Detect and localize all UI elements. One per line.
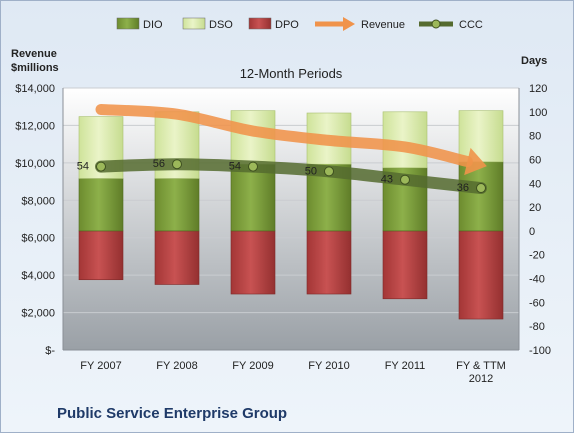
left-tick-label: $14,000	[15, 83, 55, 95]
revenue-line	[95, 104, 473, 168]
ccc-data-label: 54	[77, 161, 89, 173]
ccc-point	[476, 183, 486, 194]
ccc-point	[172, 159, 182, 170]
bar-dso	[230, 110, 276, 165]
ccc-line	[95, 158, 487, 195]
right-tick-label: -60	[529, 297, 545, 309]
right-tick-label: 60	[529, 154, 541, 166]
right-tick-label: 80	[529, 131, 541, 143]
chart-title: 12-Month Periods	[240, 66, 343, 81]
ccc-data-label: 50	[305, 165, 317, 177]
left-tick-label: $4,000	[21, 270, 55, 282]
right-tick-label: 120	[529, 83, 547, 95]
right-tick-label: 100	[529, 107, 547, 119]
ccc-point	[400, 174, 410, 185]
bar-dpo	[306, 230, 352, 295]
ccc-point	[324, 166, 334, 177]
legend-swatch-dio	[116, 17, 140, 30]
right-tick-label: -80	[529, 321, 545, 333]
bar-dio	[458, 161, 504, 232]
left-axis-title: Revenue	[11, 48, 57, 60]
right-tick-label: 40	[529, 178, 541, 190]
left-tick-label: $-	[45, 345, 55, 357]
left-tick-label: $12,000	[15, 120, 55, 132]
ccc-point	[248, 161, 258, 172]
legend-label-ccc: CCC	[459, 19, 483, 31]
legend-label-dpo: DPO	[275, 19, 299, 31]
left-tick-label: $2,000	[21, 308, 55, 320]
x-tick-label: 2012	[469, 373, 493, 385]
right-tick-label: -100	[529, 345, 551, 357]
ccc-data-label: 56	[153, 158, 165, 170]
x-tick-label: FY 2007	[80, 360, 121, 372]
ccc-point	[96, 161, 106, 172]
x-tick-label: FY 2009	[232, 360, 273, 372]
x-tick-label: FY 2010	[308, 360, 349, 372]
legend-swatch-revenue-head	[343, 17, 355, 31]
x-tick-label: FY 2011	[385, 360, 426, 372]
plot-area	[63, 88, 519, 350]
bar-dio	[230, 163, 276, 232]
revenue-arrowhead	[464, 147, 487, 176]
bar-dso	[458, 110, 504, 163]
bar-dpo	[458, 230, 504, 320]
ccc-data-label: 54	[229, 161, 241, 173]
bar-dpo	[230, 230, 276, 295]
right-axis-title: Days	[521, 55, 547, 67]
company-title: Public Service Enterprise Group	[57, 405, 288, 422]
legend-swatch-ccc-point	[431, 19, 441, 29]
left-axis-title: $millions	[11, 62, 59, 74]
right-tick-label: -20	[529, 250, 545, 262]
legend-swatch-dpo	[248, 17, 272, 30]
legend-swatch-dso	[182, 17, 206, 30]
legend-label-dio: DIO	[143, 19, 163, 31]
bar-dpo	[78, 230, 124, 281]
x-tick-label: FY 2008	[156, 360, 197, 372]
x-tick-label: FY & TTM	[456, 360, 506, 372]
bar-dpo	[154, 230, 200, 285]
ccc-data-label: 43	[381, 174, 393, 186]
bar-dio	[154, 178, 200, 232]
right-tick-label: -40	[529, 274, 545, 286]
left-tick-label: $8,000	[21, 195, 55, 207]
legend-label-dso: DSO	[209, 19, 233, 31]
legend-label-revenue: Revenue	[361, 19, 405, 31]
right-tick-label: 20	[529, 202, 541, 214]
bar-dpo	[382, 230, 428, 300]
left-tick-label: $6,000	[21, 233, 55, 245]
left-tick-label: $10,000	[15, 158, 55, 170]
ccc-data-label: 36	[457, 182, 469, 194]
bar-dio	[78, 178, 124, 232]
right-tick-label: 0	[529, 226, 535, 238]
